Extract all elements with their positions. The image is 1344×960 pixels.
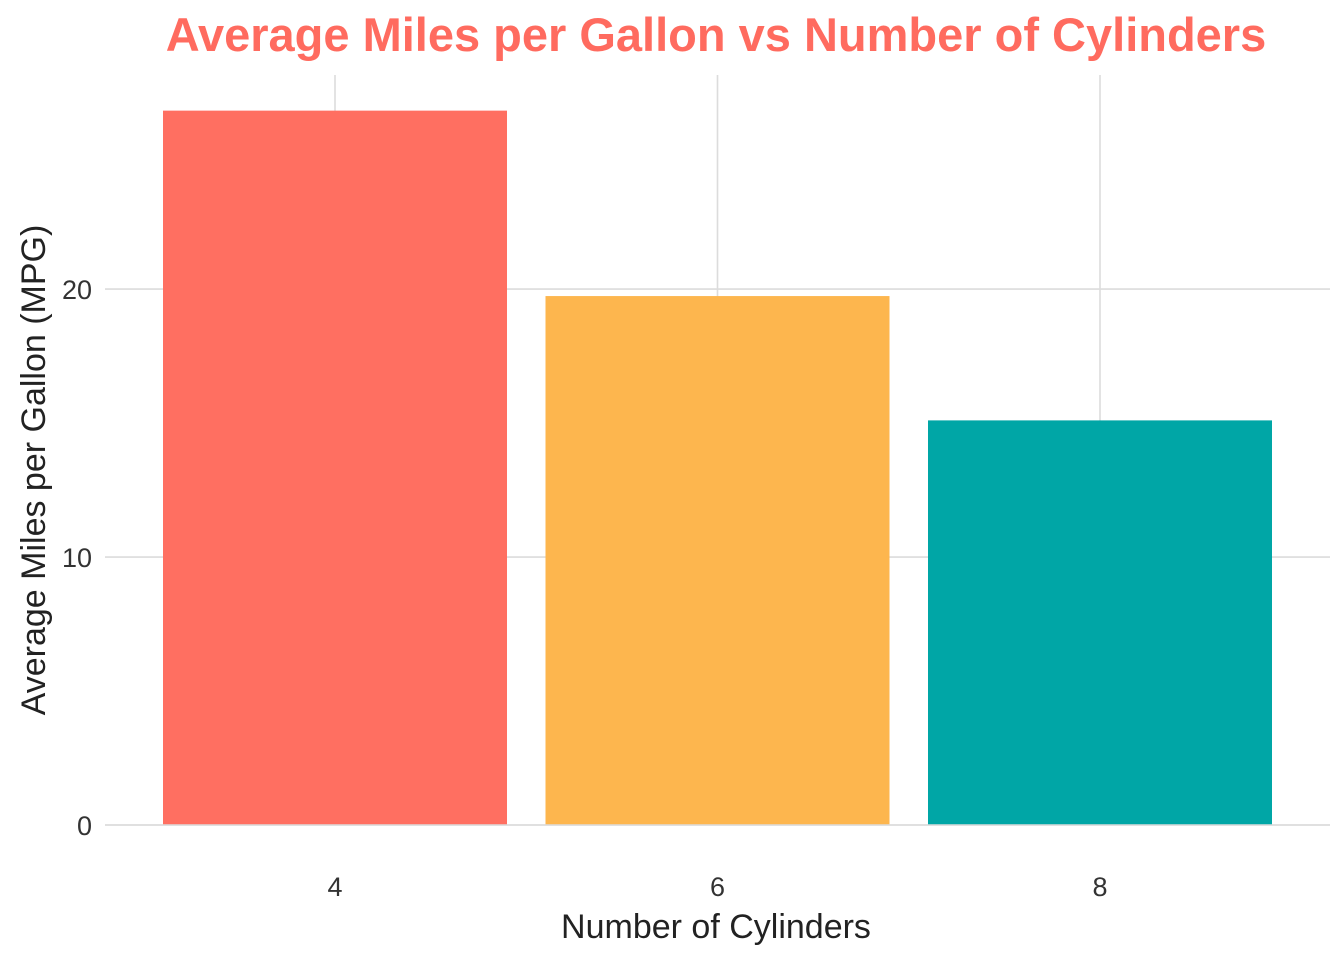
x-tick-label: 8 bbox=[1092, 872, 1107, 902]
bar-8 bbox=[928, 420, 1272, 825]
bars bbox=[105, 110, 1330, 826]
bar-4 bbox=[163, 110, 507, 826]
y-tick-label: 20 bbox=[62, 275, 92, 305]
bar-6 bbox=[545, 296, 890, 825]
y-axis-title: Average Miles per Gallon (MPG) bbox=[15, 225, 53, 716]
x-axis-ticks: 4 6 8 bbox=[327, 872, 1107, 902]
y-axis-ticks: 0 10 20 bbox=[62, 275, 92, 841]
x-tick-label: 4 bbox=[327, 872, 342, 902]
y-tick-label: 10 bbox=[62, 543, 92, 573]
y-tick-label: 0 bbox=[77, 811, 92, 841]
chart-title: Average Miles per Gallon vs Number of Cy… bbox=[166, 8, 1266, 61]
x-tick-label: 6 bbox=[710, 872, 725, 902]
x-axis-title: Number of Cylinders bbox=[561, 908, 871, 946]
